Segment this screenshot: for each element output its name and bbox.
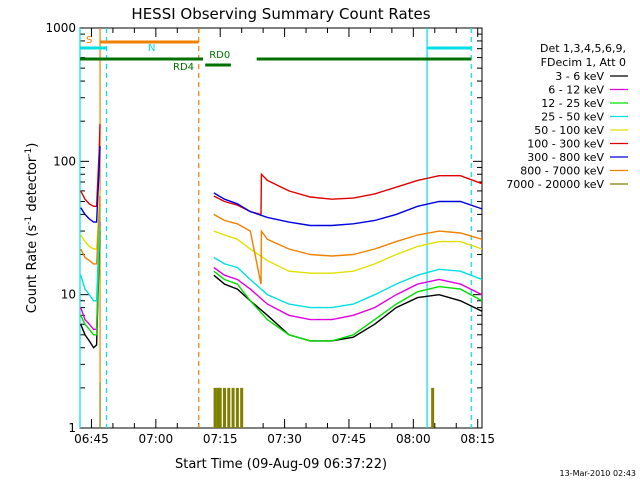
series-line: [80, 222, 483, 330]
series-line: [80, 124, 483, 216]
y-axis-label-sup2: -1: [24, 148, 34, 157]
series-line: [80, 227, 483, 342]
y-tick-label: 1000: [45, 21, 76, 35]
legend-entry: 12 - 25 keV: [541, 97, 604, 110]
y-axis-label-mid: detector: [25, 156, 40, 216]
y-axis-label-main: Count Rate (s: [25, 225, 40, 314]
y-axis-label-sup1: -1: [24, 216, 34, 225]
series-line: [80, 207, 483, 309]
y-tick-label: 100: [53, 154, 76, 168]
legend-entry: 3 - 6 keV: [555, 70, 604, 83]
series-line: [80, 195, 483, 285]
plot-frame: [79, 27, 483, 429]
legend-entry: 25 - 50 keV: [541, 111, 604, 124]
x-tick-label: 07:00: [139, 432, 174, 446]
legend-title-line1: Det 1,3,4,5,6,9,: [540, 42, 626, 55]
y-axis-label-end: ): [25, 143, 40, 148]
legend-entry: 300 - 800 keV: [527, 151, 604, 164]
x-tick-label: 08:15: [460, 432, 495, 446]
coverage-label: RD0: [209, 50, 230, 61]
legend-entry: 50 - 100 keV: [534, 124, 604, 137]
coverage-label: RD4: [173, 62, 194, 73]
x-tick-label: 07:30: [267, 432, 302, 446]
x-tick-label: 08:00: [396, 432, 431, 446]
series-line: [80, 146, 483, 227]
legend-entry: 7000 - 20000 keV: [506, 178, 604, 191]
legend-entry: 800 - 7000 keV: [520, 165, 604, 178]
x-tick-label: 07:45: [332, 432, 367, 446]
coverage-label: N: [148, 43, 155, 54]
y-axis-label: Count Rate (s-1 detector-1): [24, 143, 40, 314]
legend-entry: 100 - 300 keV: [527, 138, 604, 151]
legend-entry: 6 - 12 keV: [548, 84, 604, 97]
coverage-label: S: [86, 35, 92, 46]
series-line: [80, 190, 483, 274]
x-axis-label: Start Time (09-Aug-09 06:37:22): [175, 457, 387, 472]
y-tick-label: 1: [68, 421, 76, 435]
footer-timestamp: 13-Mar-2010 02:43: [560, 469, 637, 478]
x-tick-label: 07:15: [203, 432, 238, 446]
chart-title: HESSI Observing Summary Count Rates: [131, 5, 430, 23]
legend-title-line2: FDecim 1, Att 0: [541, 56, 626, 69]
y-tick-label: 10: [61, 288, 76, 302]
x-tick-label: 06:45: [74, 432, 109, 446]
